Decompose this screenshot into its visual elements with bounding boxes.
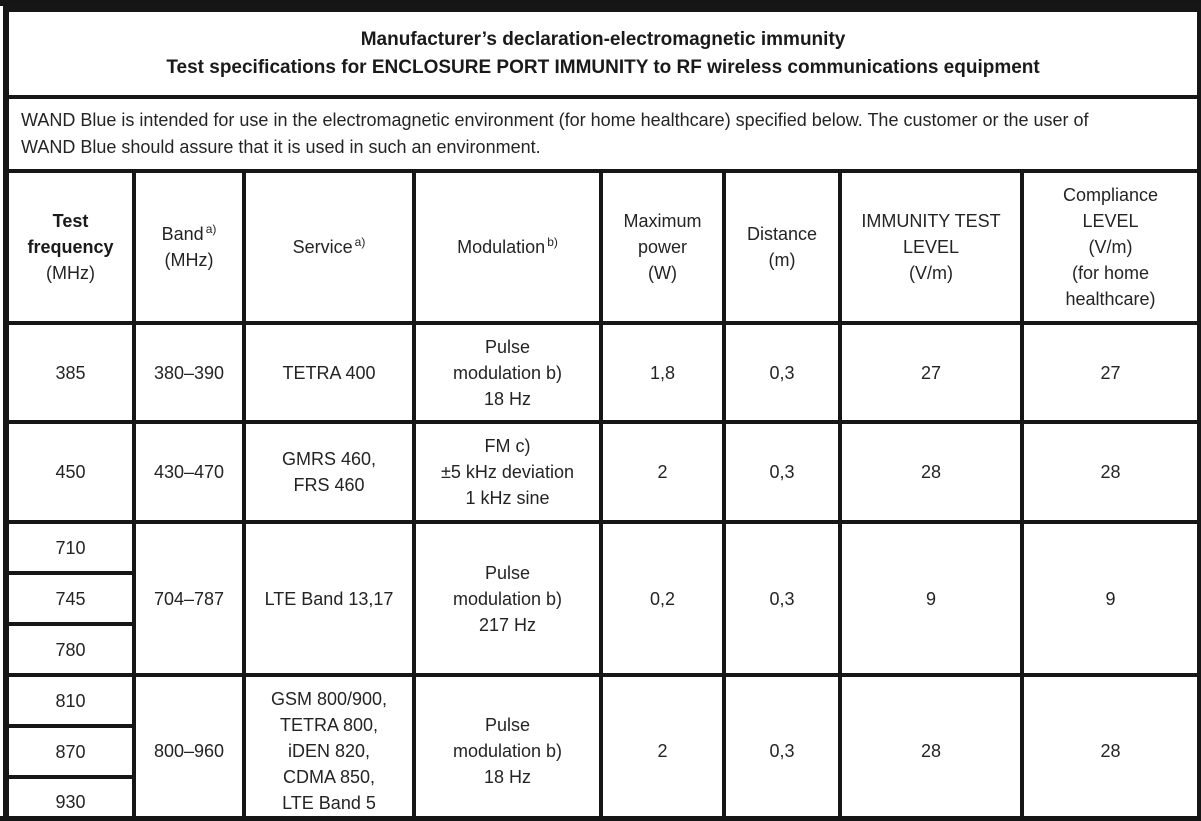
table-row: 385 380–390 TETRA 400 Pulse modulation b… [4,321,1201,424]
cell-frequency: 385 [4,321,136,424]
cell-max-power: 2 [599,673,726,821]
cell-service: GMRS 460, FRS 460 [242,420,416,524]
intro-text: WAND Blue is intended for use in the ele… [3,95,1201,173]
cell-frequency: 780 [4,622,136,677]
column-title: Maximum power [623,211,702,257]
cell-frequency: 930 [4,775,136,821]
cell-distance: 0,3 [722,673,842,821]
cell-modulation: Pulse modulation b) 18 Hz [412,673,603,821]
column-header-immunity-test-level: IMMUNITY TEST LEVEL (V/m) [838,169,1024,325]
column-header-compliance-level: Compliance LEVEL (V/m) (for home healthc… [1019,169,1201,325]
cell-compliance-level: 9 [1019,520,1201,677]
column-unit: (W) [648,263,677,283]
column-header-service: Service a) [242,169,416,325]
cell-max-power: 1,8 [599,321,726,424]
cell-max-power: 2 [599,420,726,524]
column-unit: (MHz) [46,263,95,283]
column-header-modulation: Modulation b) [412,169,603,325]
cell-modulation: FM c) ±5 kHz deviation 1 kHz sine [412,420,603,524]
table-title: Manufacturer’s declaration-electromagnet… [3,7,1201,99]
table-title-row: Manufacturer’s declaration-electromagnet… [3,7,1201,99]
table-continuation-border-top [0,0,1201,6]
column-title: IMMUNITY TEST LEVEL [861,211,1001,257]
cell-immunity-level: 9 [838,520,1024,677]
cell-distance: 0,3 [722,520,842,677]
cell-distance: 0,3 [722,321,842,424]
cell-frequency: 745 [4,571,136,626]
column-header-maximum-power: Maximum power (W) [599,169,726,325]
cell-service: TETRA 400 [242,321,416,424]
column-unit: (m) [768,250,796,270]
cell-distance: 0,3 [722,420,842,524]
column-unit: (MHz) [164,250,214,270]
column-title: Service [292,237,353,257]
cell-modulation: Pulse modulation b) 217 Hz [412,520,603,677]
table-row: 780 [4,622,1200,677]
cell-frequency: 810 [4,673,136,728]
cell-compliance-level: 28 [1019,420,1201,524]
column-title: Modulation [457,237,546,257]
cell-immunity-level: 28 [838,420,1024,524]
cell-compliance-level: 27 [1019,321,1201,424]
cell-modulation: Pulse modulation b) 18 Hz [412,321,603,424]
cell-band: 800–960 [132,673,246,821]
cell-frequency: 450 [4,420,136,524]
table-continuation-border-bottom [0,816,1201,821]
column-title: Distance [746,224,818,244]
cell-immunity-level: 28 [838,673,1024,821]
table-row: 710 704–787 LTE Band 13,17 Pulse modulat… [4,520,1201,677]
column-title: Band [161,224,204,244]
cell-band: 380–390 [132,321,246,424]
cell-band: 430–470 [132,420,246,524]
cell-service: LTE Band 13,17 [242,520,416,677]
column-title: Compliance LEVEL [1063,185,1159,231]
table-intro-row: WAND Blue is intended for use in the ele… [3,95,1201,173]
column-header-test-frequency: Test frequency (MHz) [4,169,136,325]
column-unit: (V/m) [909,263,953,283]
column-title: Test frequency [27,211,114,257]
title-line-1: Manufacturer’s declaration-electromagnet… [360,28,846,50]
footnote-ref: a) [205,222,217,236]
column-header-distance: Distance (m) [722,169,842,325]
title-line-2: Test specifications for ENCLOSURE PORT I… [166,56,1040,78]
cell-band: 704–787 [132,520,246,677]
cell-service: GSM 800/900, TETRA 800, iDEN 820, CDMA 8… [242,673,416,821]
cell-immunity-level: 27 [838,321,1024,424]
column-header-band: Band a) (MHz) [132,169,246,325]
column-unit: (V/m) (for home healthcare) [1065,237,1156,309]
table-row: 810 800–960 GSM 800/900, TETRA 800, iDEN… [4,673,1201,821]
footnote-ref: a) [354,235,366,249]
cell-frequency: 870 [4,724,136,779]
immunity-test-table: Manufacturer’s declaration-electromagnet… [3,6,1201,821]
cell-max-power: 0,2 [599,520,726,677]
table-row: 745 [4,571,1200,626]
cell-compliance-level: 28 [1019,673,1201,821]
table-row: 450 430–470 GMRS 460, FRS 460 FM c) ±5 k… [4,420,1201,524]
table-row: 930 [4,775,1200,821]
table-header-row: Test frequency (MHz) Band a) (MHz) Servic… [4,169,1201,325]
table-row: 870 [4,724,1200,779]
footnote-ref: b) [547,235,558,249]
cell-frequency: 710 [4,520,136,575]
